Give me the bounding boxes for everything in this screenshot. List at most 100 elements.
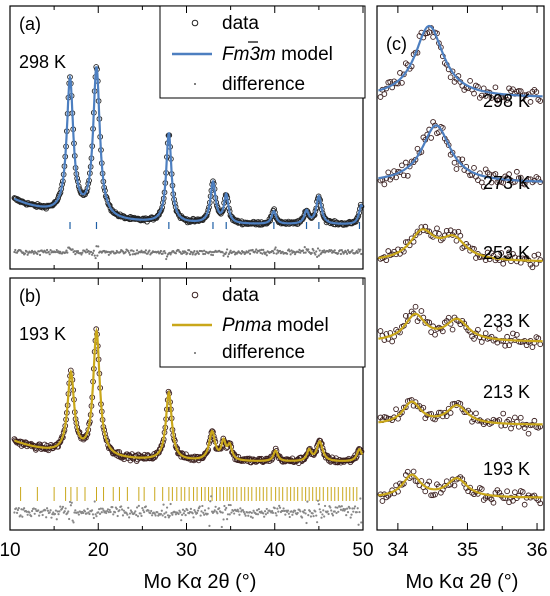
difference-point xyxy=(286,252,289,255)
difference-point xyxy=(256,513,260,516)
difference-point xyxy=(240,252,243,255)
difference-point xyxy=(68,500,72,504)
difference-point xyxy=(82,511,85,515)
data-point xyxy=(428,492,434,499)
difference-point xyxy=(194,510,197,514)
difference-point xyxy=(33,512,36,515)
difference-point xyxy=(214,505,217,508)
difference-point xyxy=(226,513,230,516)
difference-point xyxy=(283,509,286,513)
data-point xyxy=(475,326,481,333)
difference-point xyxy=(17,507,20,510)
difference-point xyxy=(94,513,97,516)
difference-point xyxy=(247,251,250,254)
difference-point xyxy=(340,505,343,508)
difference-point xyxy=(104,510,107,513)
difference-point xyxy=(120,505,123,508)
difference-point xyxy=(63,510,66,513)
difference-point xyxy=(44,509,47,512)
difference-point xyxy=(19,514,22,517)
difference-point xyxy=(60,507,64,510)
data-point xyxy=(471,90,477,97)
difference-point xyxy=(329,506,332,509)
difference-point xyxy=(118,509,121,512)
difference-point xyxy=(184,514,187,517)
difference-point xyxy=(195,511,199,515)
difference-point xyxy=(230,511,233,514)
difference-point xyxy=(20,508,23,511)
difference-point xyxy=(201,504,204,508)
difference-point xyxy=(233,250,236,253)
difference-point xyxy=(320,516,323,519)
difference-point xyxy=(179,511,182,514)
difference-point xyxy=(206,512,209,515)
difference-point xyxy=(45,248,49,252)
difference-point xyxy=(98,508,101,511)
difference-point xyxy=(124,251,127,254)
data-point xyxy=(504,97,510,103)
difference-point xyxy=(353,507,356,510)
difference-point xyxy=(57,250,60,253)
data-point xyxy=(492,171,499,177)
difference-point xyxy=(58,510,61,513)
difference-point xyxy=(46,509,50,512)
trace-temperature-label: 193 K xyxy=(483,459,530,479)
data-point xyxy=(401,322,407,329)
difference-point xyxy=(13,250,16,254)
difference-point xyxy=(337,510,340,513)
difference-point xyxy=(164,252,167,255)
difference-point xyxy=(128,253,132,256)
difference-point xyxy=(220,525,223,529)
difference-point xyxy=(303,509,306,512)
difference-point xyxy=(219,511,223,514)
data-point xyxy=(535,251,542,258)
difference-point xyxy=(92,516,95,520)
data-point xyxy=(510,86,516,93)
difference-point xyxy=(140,514,143,518)
difference-point xyxy=(308,510,312,513)
difference-point xyxy=(91,251,95,255)
difference-point xyxy=(263,510,267,513)
difference-point xyxy=(334,506,337,509)
difference-point xyxy=(346,249,350,252)
difference-point xyxy=(53,512,57,516)
data-point xyxy=(401,172,407,179)
difference-point xyxy=(128,516,131,519)
difference-point xyxy=(130,510,133,514)
panel-b-legend: data Pnma model difference xyxy=(159,277,366,368)
data-point xyxy=(482,257,489,264)
data-point xyxy=(420,404,427,411)
difference-point xyxy=(273,248,276,251)
difference-point xyxy=(213,509,216,512)
data-point xyxy=(402,312,409,319)
difference-point xyxy=(274,512,277,515)
data-point xyxy=(510,497,516,504)
difference-point xyxy=(90,253,94,256)
difference-point xyxy=(100,511,103,514)
difference-point xyxy=(358,250,361,253)
difference-point xyxy=(150,509,153,513)
data-point xyxy=(519,489,526,495)
data-point xyxy=(490,499,497,506)
difference-point xyxy=(193,509,196,512)
data-point xyxy=(517,414,524,421)
trace-temperature-label: 253 K xyxy=(483,243,530,263)
difference-point xyxy=(201,250,204,253)
trace-233k: 233 K xyxy=(377,303,544,350)
difference-point xyxy=(302,251,305,254)
difference-point xyxy=(23,252,27,255)
difference-point xyxy=(162,503,165,506)
difference-point xyxy=(93,254,96,257)
difference-point xyxy=(258,249,261,252)
difference-point xyxy=(281,250,284,253)
difference-point xyxy=(345,513,348,517)
difference-point xyxy=(51,513,54,516)
difference-point xyxy=(293,253,297,256)
data-point xyxy=(379,498,386,504)
difference-point xyxy=(119,250,122,254)
difference-point xyxy=(28,511,31,514)
difference-point xyxy=(69,504,72,507)
difference-point xyxy=(281,509,284,513)
difference-point xyxy=(271,250,275,253)
panel-a-difference xyxy=(13,245,363,261)
